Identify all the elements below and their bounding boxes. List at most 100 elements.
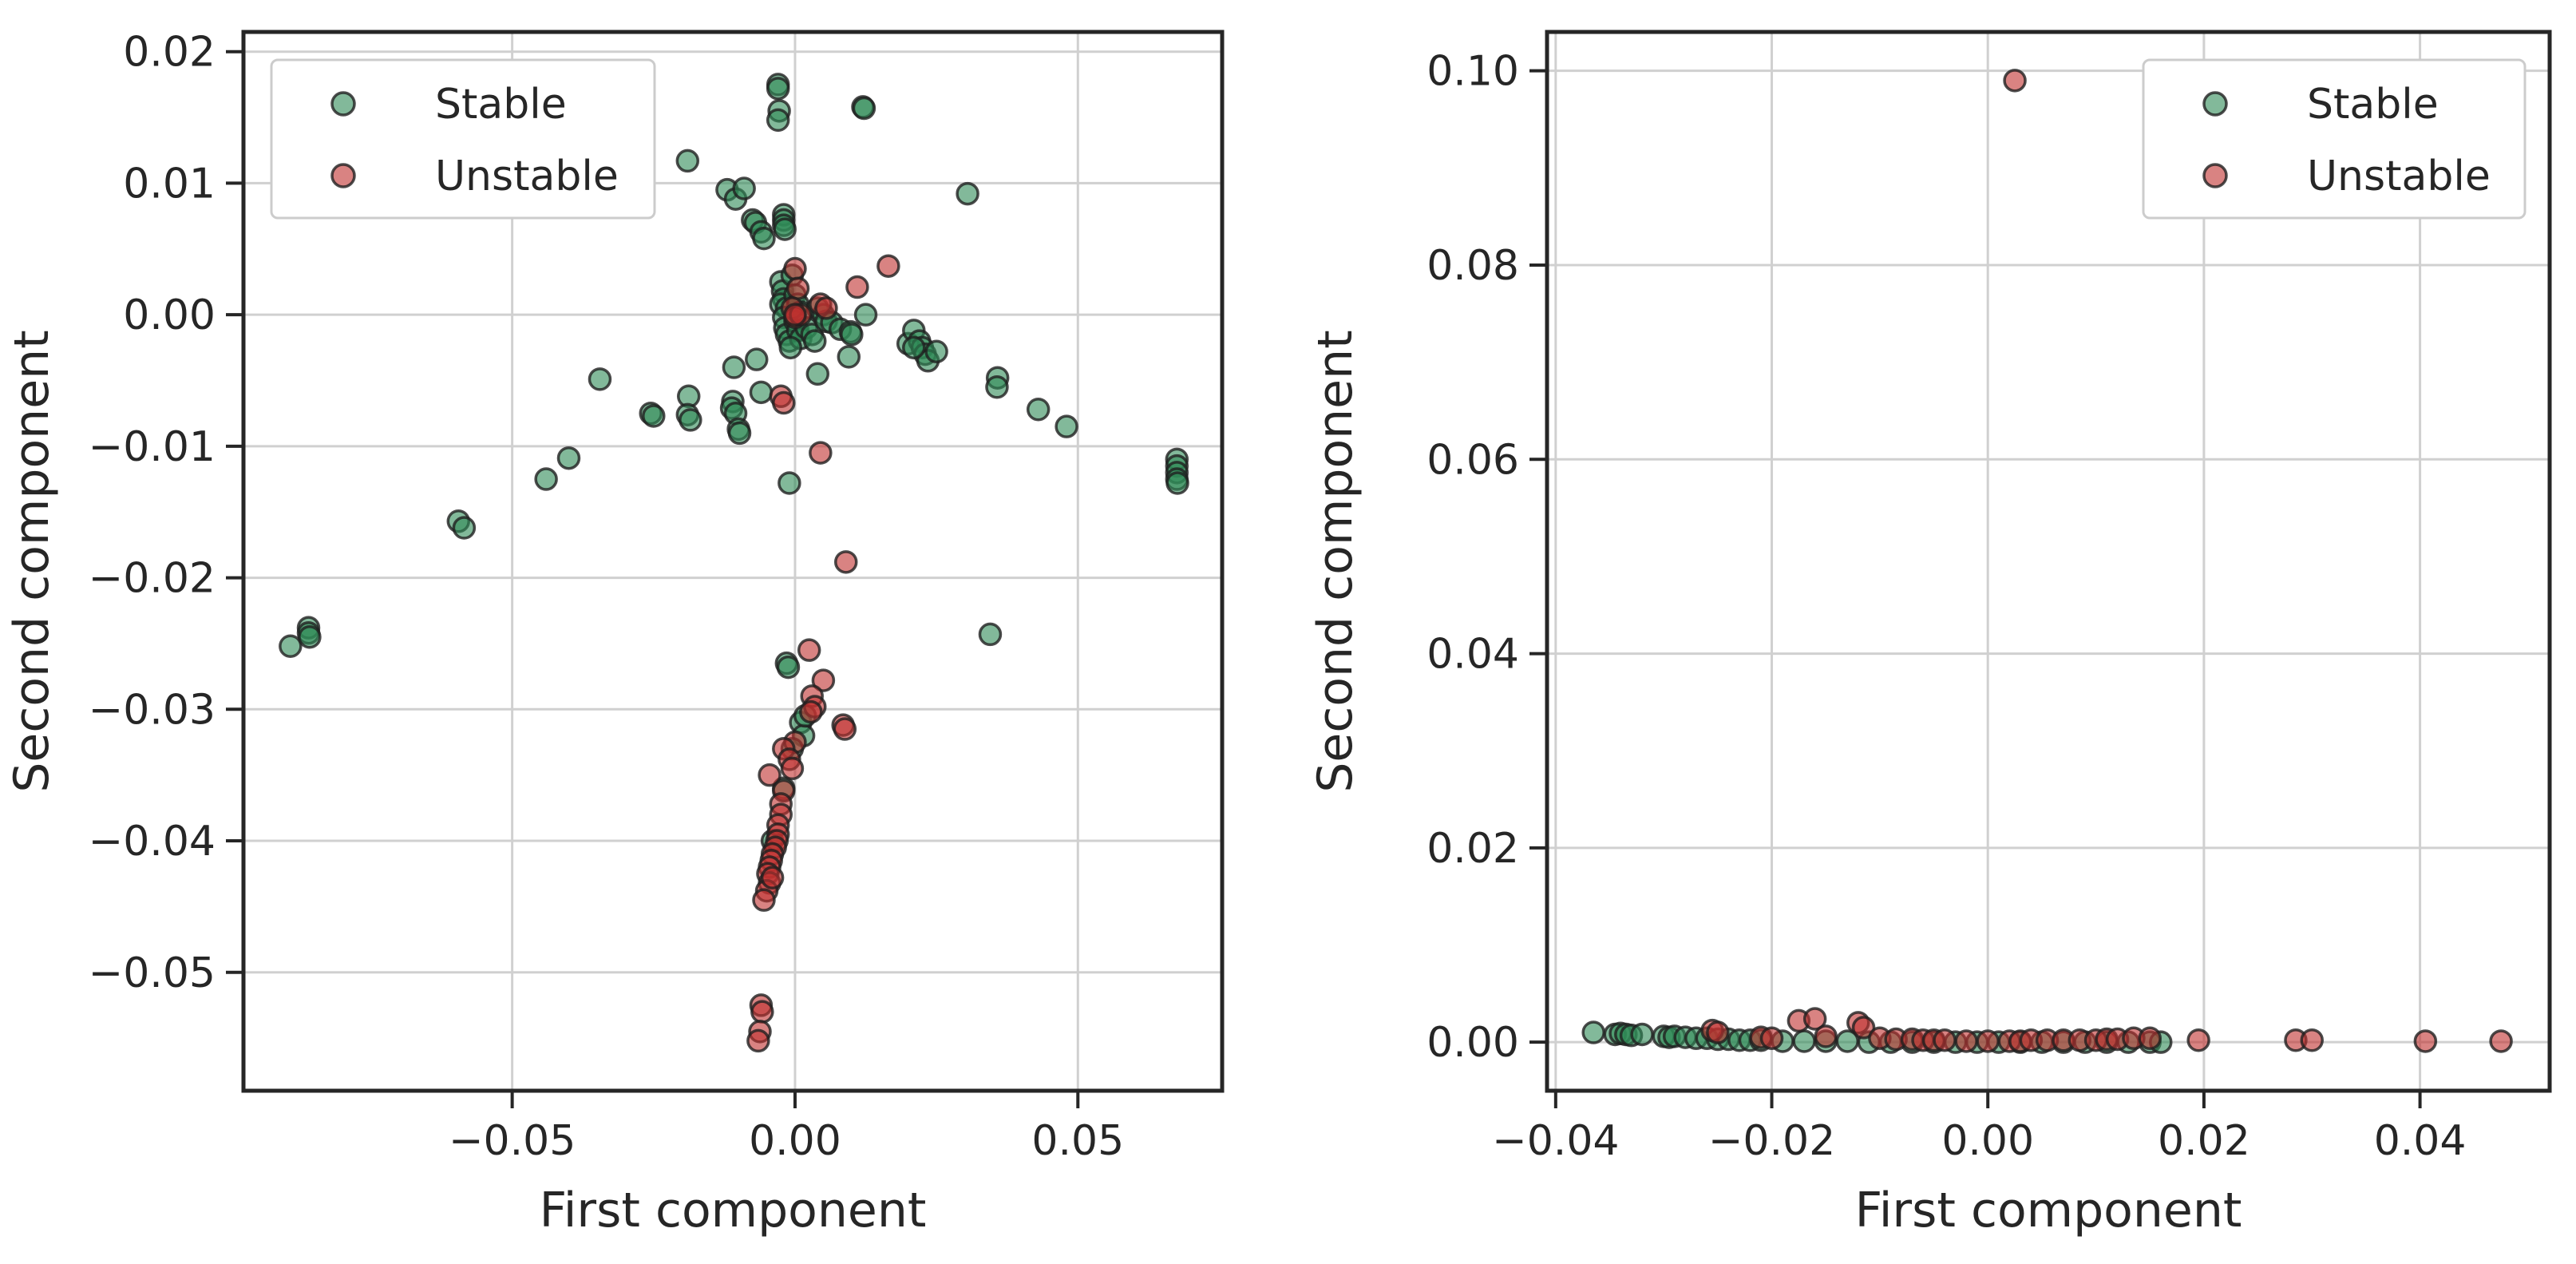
- right-point-unstable: [1933, 1028, 1957, 1052]
- left-point-stable: [279, 634, 303, 658]
- left-point-stable: [902, 335, 926, 360]
- left-point-stable: [985, 374, 1009, 399]
- right-y-tick-label: 0.08: [1426, 242, 1519, 290]
- right-y-tick-label: 0.00: [1426, 1019, 1519, 1067]
- left-ticks: −0.05 0.00 0.05 0.02 0.01 0.00 −0.01 −0.02 −0.03…: [89, 29, 1125, 1165]
- right-point-stable: [1581, 1020, 1605, 1044]
- right-legend-marker-stable: [2202, 91, 2228, 117]
- left-point-stable: [298, 624, 322, 649]
- left-point-stable: [924, 339, 948, 364]
- left-x-tick-label: 0.05: [1031, 1117, 1124, 1165]
- left-y-tick-label: −0.01: [89, 423, 216, 471]
- left-y-tick-label: −0.05: [89, 949, 216, 997]
- left-x-axis-label: First component: [540, 1183, 927, 1238]
- left-point-stable: [556, 446, 581, 470]
- left-point-unstable: [814, 296, 838, 320]
- left-point-unstable: [780, 756, 805, 781]
- right-ticks: −0.04 −0.02 0.00 0.02 0.04 0.10 0.08 0.06 0.04 0.…: [1426, 48, 2466, 1165]
- left-point-stable: [778, 335, 803, 360]
- right-point-unstable: [2003, 69, 2027, 93]
- left-point-unstable: [845, 275, 869, 299]
- left-y-tick-label: 0.02: [123, 29, 216, 77]
- left-x-tick-label: 0.00: [749, 1117, 841, 1165]
- left-y-tick-label: 0.01: [123, 160, 216, 208]
- left-point-stable: [778, 471, 801, 495]
- right-y-axis-label: Second component: [1308, 330, 1363, 792]
- right-point-unstable: [1759, 1026, 1784, 1051]
- right-legend: Stable Unstable: [2142, 58, 2527, 220]
- left-point-stable: [766, 77, 790, 101]
- left-legend-marker-unstable: [330, 163, 356, 188]
- right-y-tick-label: 0.06: [1426, 436, 1519, 484]
- left-y-tick-label: −0.02: [89, 555, 216, 603]
- left-point-unstable: [797, 638, 821, 662]
- left-point-unstable: [758, 763, 782, 787]
- left-point-unstable: [760, 866, 785, 890]
- right-point-unstable: [1814, 1024, 1838, 1048]
- right-x-tick-label: 0.00: [1941, 1117, 2034, 1165]
- left-point-stable: [679, 408, 702, 432]
- right-x-tick-label: 0.04: [2374, 1117, 2467, 1165]
- left-point-unstable: [809, 441, 833, 465]
- right-plot-frame: [1545, 30, 2552, 1093]
- left-point-stable: [803, 329, 827, 353]
- left-legend-label-stable: Stable: [435, 81, 567, 129]
- left-point-stable: [776, 655, 801, 680]
- left-legend: Stable Unstable: [270, 58, 656, 220]
- left-point-stable: [642, 404, 666, 428]
- right-y-tick-label: 0.10: [1426, 48, 1519, 96]
- left-point-unstable: [833, 550, 858, 574]
- right-x-tick-label: −0.04: [1492, 1117, 1619, 1165]
- left-plot-frame: [241, 30, 1225, 1093]
- left-point-unstable: [772, 390, 796, 415]
- right-x-tick-label: −0.02: [1708, 1117, 1835, 1165]
- left-point-stable: [749, 380, 774, 405]
- left-legend-marker-stable: [330, 91, 356, 117]
- right-point-unstable: [1954, 1029, 1978, 1053]
- right-point-unstable: [1706, 1020, 1730, 1044]
- left-legend-box: [270, 58, 656, 220]
- right-point-stable: [1792, 1029, 1816, 1053]
- left-point-unstable: [811, 668, 836, 692]
- left-grid: [243, 32, 1222, 1091]
- left-point-stable: [745, 347, 769, 371]
- left-point-unstable: [833, 717, 857, 741]
- right-point-unstable: [1976, 1029, 2000, 1053]
- left-point-stable: [588, 367, 612, 391]
- left-legend-label-unstable: Unstable: [435, 153, 619, 200]
- left-point-stable: [1055, 414, 1078, 438]
- right-point-stable: [1630, 1022, 1654, 1047]
- left-point-stable: [1165, 471, 1189, 495]
- left-point-stable: [732, 176, 756, 200]
- left-y-tick-label: 0.00: [123, 291, 216, 339]
- left-point-unstable: [783, 256, 807, 281]
- left-point-stable: [956, 181, 979, 206]
- left-point-stable: [722, 355, 746, 379]
- left-point-stable: [840, 323, 864, 347]
- right-points: [1581, 69, 2513, 1054]
- left-point-stable: [675, 149, 700, 173]
- right-point-unstable: [2186, 1028, 2210, 1052]
- left-point-stable: [805, 362, 830, 386]
- left-point-stable: [452, 516, 477, 540]
- left-point-stable: [853, 303, 878, 327]
- right-scatter-panel: −0.04 −0.02 0.00 0.02 0.04 0.10 0.08 0.06 0.04 0.…: [1308, 30, 2552, 1238]
- left-point-stable: [837, 345, 861, 369]
- left-point-stable: [752, 226, 776, 251]
- left-point-unstable: [750, 1000, 774, 1024]
- right-point-unstable: [2413, 1029, 2438, 1053]
- left-point-stable: [852, 96, 876, 121]
- right-point-unstable: [1851, 1016, 1876, 1040]
- left-point-unstable: [752, 888, 776, 912]
- left-y-tick-label: −0.04: [89, 818, 216, 866]
- right-legend-label-unstable: Unstable: [2307, 153, 2491, 200]
- right-y-tick-label: 0.02: [1426, 825, 1519, 873]
- left-point-unstable: [746, 1028, 770, 1053]
- right-x-tick-label: 0.02: [2158, 1117, 2250, 1165]
- left-point-unstable: [799, 699, 823, 724]
- left-point-unstable: [785, 276, 810, 300]
- right-point-unstable: [2138, 1026, 2162, 1051]
- left-x-tick-label: −0.05: [449, 1117, 576, 1165]
- left-point-stable: [766, 108, 790, 133]
